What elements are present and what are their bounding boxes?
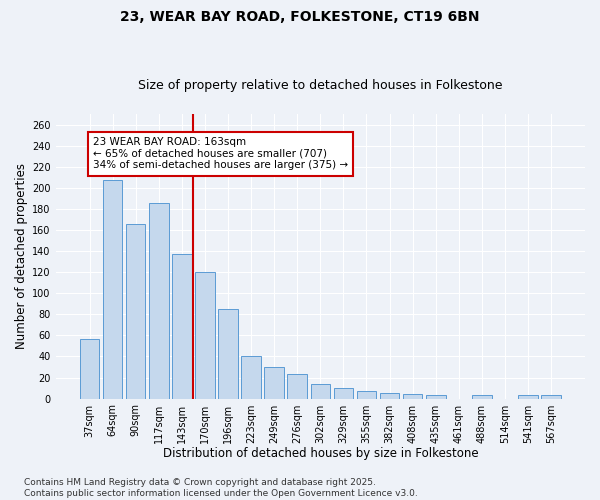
Bar <box>472 396 491 398</box>
Bar <box>195 272 215 398</box>
Bar <box>172 254 191 398</box>
X-axis label: Distribution of detached houses by size in Folkestone: Distribution of detached houses by size … <box>163 447 478 460</box>
Bar <box>403 394 422 398</box>
Text: 23 WEAR BAY ROAD: 163sqm
← 65% of detached houses are smaller (707)
34% of semi-: 23 WEAR BAY ROAD: 163sqm ← 65% of detach… <box>93 137 348 170</box>
Text: Contains HM Land Registry data © Crown copyright and database right 2025.
Contai: Contains HM Land Registry data © Crown c… <box>24 478 418 498</box>
Bar <box>241 356 261 399</box>
Bar <box>541 396 561 398</box>
Bar <box>356 391 376 398</box>
Bar <box>380 394 400 398</box>
Title: Size of property relative to detached houses in Folkestone: Size of property relative to detached ho… <box>138 79 503 92</box>
Bar <box>426 396 446 398</box>
Bar <box>287 374 307 398</box>
Bar <box>218 309 238 398</box>
Bar <box>518 396 538 398</box>
Bar <box>149 202 169 398</box>
Bar <box>334 388 353 398</box>
Bar <box>265 367 284 398</box>
Bar <box>311 384 330 398</box>
Text: 23, WEAR BAY ROAD, FOLKESTONE, CT19 6BN: 23, WEAR BAY ROAD, FOLKESTONE, CT19 6BN <box>120 10 480 24</box>
Bar <box>126 224 145 398</box>
Bar <box>80 338 100 398</box>
Bar <box>103 180 122 398</box>
Y-axis label: Number of detached properties: Number of detached properties <box>15 164 28 350</box>
